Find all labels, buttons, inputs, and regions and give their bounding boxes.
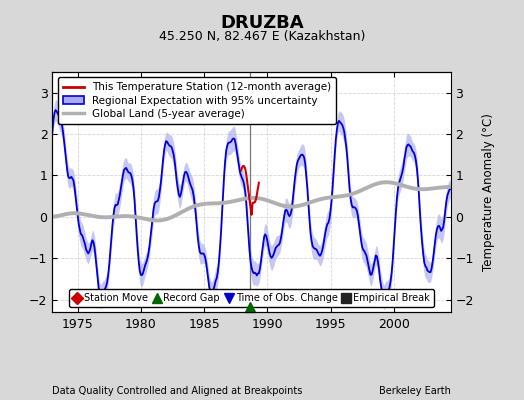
Text: Berkeley Earth: Berkeley Earth xyxy=(379,386,451,396)
Y-axis label: Temperature Anomaly (°C): Temperature Anomaly (°C) xyxy=(482,113,495,271)
Legend: Station Move, Record Gap, Time of Obs. Change, Empirical Break: Station Move, Record Gap, Time of Obs. C… xyxy=(69,289,434,307)
Text: 45.250 N, 82.467 E (Kazakhstan): 45.250 N, 82.467 E (Kazakhstan) xyxy=(159,30,365,43)
Text: DRUZBA: DRUZBA xyxy=(220,14,304,32)
Text: Data Quality Controlled and Aligned at Breakpoints: Data Quality Controlled and Aligned at B… xyxy=(52,386,303,396)
